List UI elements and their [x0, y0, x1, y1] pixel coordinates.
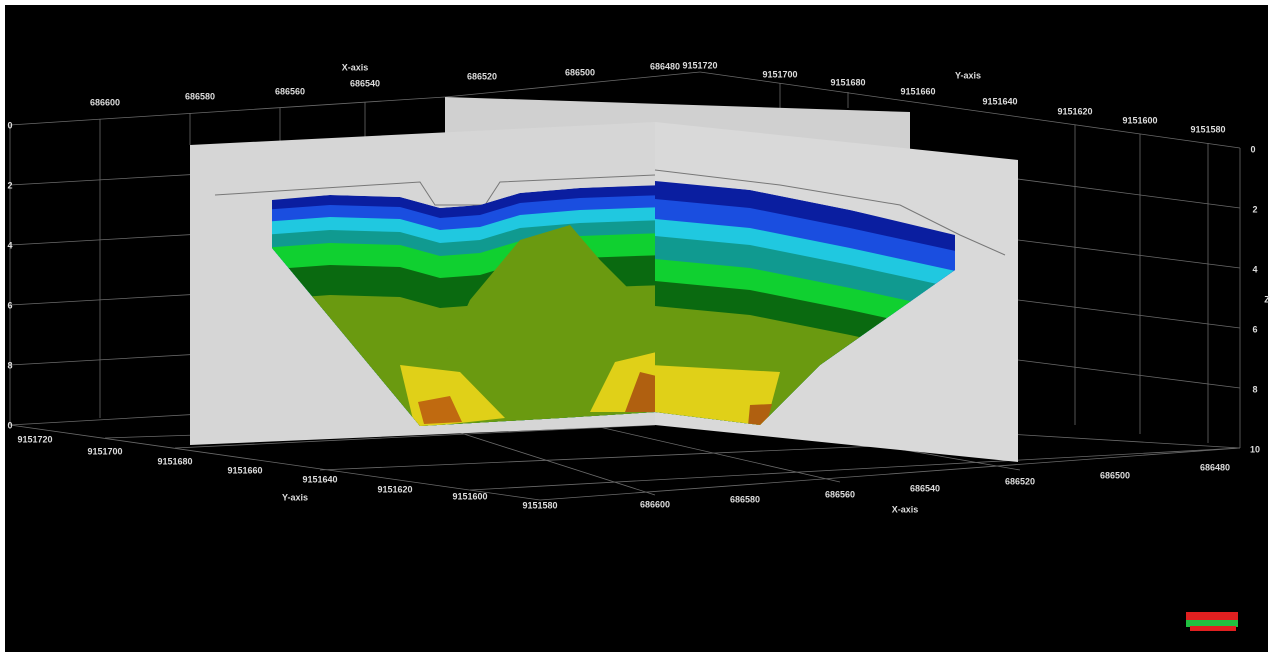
- topography: [654, 169, 1006, 256]
- layer: [625, 372, 655, 412]
- tick-label: 4: [7, 240, 12, 250]
- axis-title: Z: [1264, 294, 1270, 304]
- tick-label: 9151700: [87, 446, 122, 456]
- tick-label: 686560: [275, 86, 305, 96]
- tick-label: 686520: [467, 71, 497, 81]
- layer: [655, 365, 780, 425]
- tick-label: 9151600: [1122, 115, 1157, 125]
- tick-label: 6: [7, 300, 12, 310]
- tick-label: 4: [1252, 264, 1257, 274]
- tick-label: 686580: [185, 91, 215, 101]
- tick-label: 9151620: [1057, 106, 1092, 116]
- tick-label: 0: [7, 420, 12, 430]
- tick-label: 0: [7, 120, 12, 130]
- tick-label: 686540: [350, 78, 380, 88]
- axis-title: Y-axis: [282, 492, 308, 502]
- axis-title: X-axis: [342, 62, 369, 72]
- layer: [418, 396, 462, 424]
- axis-title: X-axis: [892, 504, 919, 514]
- tick-label: 9151640: [982, 96, 1017, 106]
- axis-title: Y-axis: [955, 70, 981, 80]
- tick-label: 0: [1250, 144, 1255, 154]
- tick-label: 686560: [825, 489, 855, 499]
- tick-label: 686540: [910, 483, 940, 493]
- tick-label: 686480: [650, 61, 680, 71]
- layer: [410, 225, 655, 426]
- tick-label: 9151660: [900, 86, 935, 96]
- tick-label: 8: [1252, 384, 1257, 394]
- tick-label: 686600: [90, 97, 120, 107]
- tick-label: 686480: [1200, 462, 1230, 472]
- tick-label: 9151680: [157, 456, 192, 466]
- topography: [214, 174, 656, 206]
- tick-label: 9151700: [762, 69, 797, 79]
- tick-label: 9151720: [17, 434, 52, 444]
- tick-label: 686500: [1100, 470, 1130, 480]
- tick-label: 686500: [565, 67, 595, 77]
- tick-label: 686520: [1005, 476, 1035, 486]
- tick-label: 2: [7, 180, 12, 190]
- tick-label: 9151580: [1190, 124, 1225, 134]
- tick-label: 686600: [640, 499, 670, 509]
- tick-label: 9151640: [302, 474, 337, 484]
- tick-label: 8: [7, 360, 12, 370]
- legend-icon: [1186, 612, 1238, 631]
- tick-label: 6: [1252, 324, 1257, 334]
- tick-label: 9151720: [682, 60, 717, 70]
- tick-label: 10: [1250, 444, 1260, 454]
- tick-label: 9151680: [830, 77, 865, 87]
- tick-label: 686580: [730, 494, 760, 504]
- tick-label: 9151580: [522, 500, 557, 510]
- tick-label: 9151600: [452, 491, 487, 501]
- tick-label: 9151660: [227, 465, 262, 475]
- tick-label: 2: [1252, 204, 1257, 214]
- tick-label: 9151620: [377, 484, 412, 494]
